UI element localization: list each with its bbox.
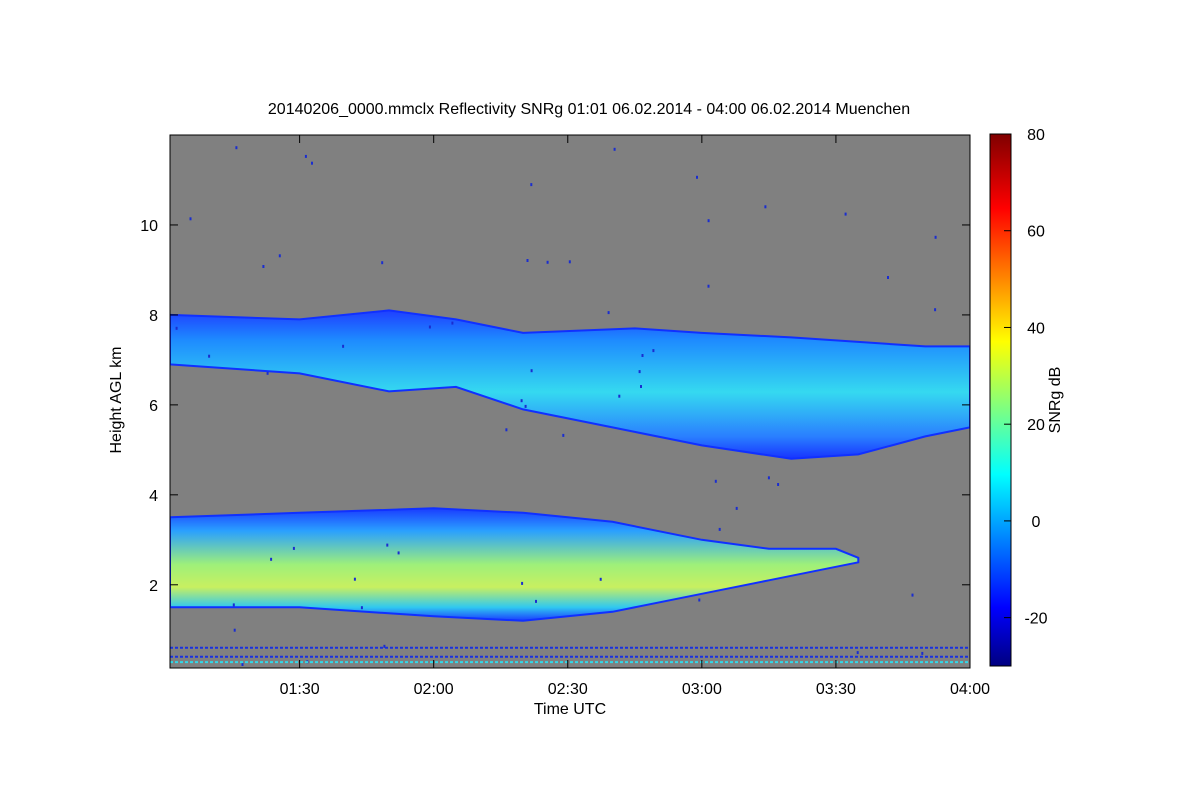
noise-speck bbox=[353, 577, 356, 581]
noise-speck bbox=[714, 479, 717, 483]
noise-speck bbox=[233, 628, 236, 632]
noise-speck bbox=[652, 349, 655, 353]
noise-speck bbox=[235, 146, 238, 150]
noise-speck bbox=[696, 175, 698, 179]
noise-speck bbox=[921, 651, 924, 655]
y-tick-label: 8 bbox=[149, 308, 158, 325]
colorbar-tick-label: 0 bbox=[1032, 514, 1041, 531]
x-tick-label: 02:30 bbox=[548, 681, 588, 698]
colorbar-tick-label: 40 bbox=[1027, 320, 1045, 337]
x-tick-label: 01:30 bbox=[280, 681, 320, 698]
x-tick-label: 04:00 bbox=[950, 681, 990, 698]
noise-speck bbox=[397, 551, 400, 555]
y-axis-label: Height AGL km bbox=[108, 346, 125, 453]
x-tick-label: 02:00 bbox=[414, 681, 454, 698]
noise-speck bbox=[270, 557, 273, 561]
noise-speck bbox=[383, 644, 386, 648]
cloud-layer-1 bbox=[170, 309, 970, 460]
colorbar bbox=[989, 133, 1012, 667]
cloud-layer-2 bbox=[170, 507, 860, 622]
noise-speck bbox=[640, 385, 642, 388]
noise-speck bbox=[526, 259, 529, 262]
noise-speck bbox=[530, 369, 533, 373]
y-tick-label: 2 bbox=[149, 578, 158, 595]
noise-speck bbox=[607, 311, 610, 315]
noise-speck bbox=[707, 219, 710, 223]
colorbar-tick-label: -20 bbox=[1024, 611, 1047, 628]
x-tick-label: 03:00 bbox=[682, 681, 722, 698]
noise-speck bbox=[934, 235, 937, 239]
noise-speck bbox=[546, 260, 549, 264]
noise-speck bbox=[562, 433, 565, 437]
noise-speck bbox=[638, 370, 641, 374]
noise-speck bbox=[208, 354, 211, 358]
noise-speck bbox=[599, 577, 602, 581]
y-tick-label: 6 bbox=[149, 398, 158, 415]
colorbar-tick-label: 60 bbox=[1027, 224, 1045, 241]
noise-speck bbox=[911, 593, 914, 597]
noise-speck bbox=[764, 205, 767, 209]
noise-speck bbox=[524, 404, 527, 408]
noise-speck bbox=[735, 506, 738, 510]
noise-speck bbox=[266, 371, 269, 375]
noise-speck bbox=[292, 546, 295, 550]
noise-speck bbox=[844, 212, 847, 216]
noise-speck bbox=[189, 217, 192, 221]
colorbar-label: SNRg dB bbox=[1047, 367, 1064, 434]
x-axis-label: Time UTC bbox=[534, 701, 606, 718]
noise-speck bbox=[520, 399, 523, 403]
noise-speck bbox=[618, 394, 621, 398]
noise-speck bbox=[428, 325, 431, 329]
noise-speck bbox=[232, 603, 235, 607]
y-tick-label: 4 bbox=[149, 488, 158, 505]
noise-speck bbox=[381, 261, 384, 265]
noise-speck bbox=[568, 260, 571, 264]
noise-speck bbox=[718, 527, 721, 531]
noise-speck bbox=[707, 284, 710, 288]
noise-speck bbox=[641, 354, 644, 357]
noise-speck bbox=[360, 606, 363, 610]
noise-speck bbox=[342, 344, 345, 348]
noise-speck bbox=[767, 476, 770, 480]
noise-speck bbox=[535, 599, 537, 603]
plot-frame bbox=[169, 134, 971, 669]
colorbar-tick-label: 20 bbox=[1027, 417, 1045, 434]
noise-speck bbox=[505, 428, 508, 432]
y-tick-label: 10 bbox=[140, 218, 158, 235]
noise-speck bbox=[887, 276, 889, 279]
chart-title: 20140206_0000.mmclx Reflectivity SNRg 01… bbox=[268, 101, 910, 118]
noise-speck bbox=[698, 598, 701, 602]
noise-speck bbox=[777, 483, 780, 486]
colorbar-tick-label: 80 bbox=[1027, 127, 1045, 144]
noise-speck bbox=[451, 321, 454, 325]
noise-speck bbox=[241, 663, 244, 666]
noise-speck bbox=[856, 651, 859, 655]
noise-speck bbox=[530, 183, 533, 187]
noise-speck bbox=[521, 581, 524, 585]
noise-speck bbox=[934, 308, 937, 312]
noise-speck bbox=[613, 147, 616, 151]
noise-speck bbox=[278, 254, 281, 258]
noise-speck bbox=[262, 265, 265, 268]
x-tick-label: 03:30 bbox=[816, 681, 856, 698]
noise-speck bbox=[311, 161, 313, 165]
noise-speck bbox=[175, 326, 178, 330]
noise-speck bbox=[304, 154, 307, 158]
noise-speck bbox=[386, 543, 389, 547]
